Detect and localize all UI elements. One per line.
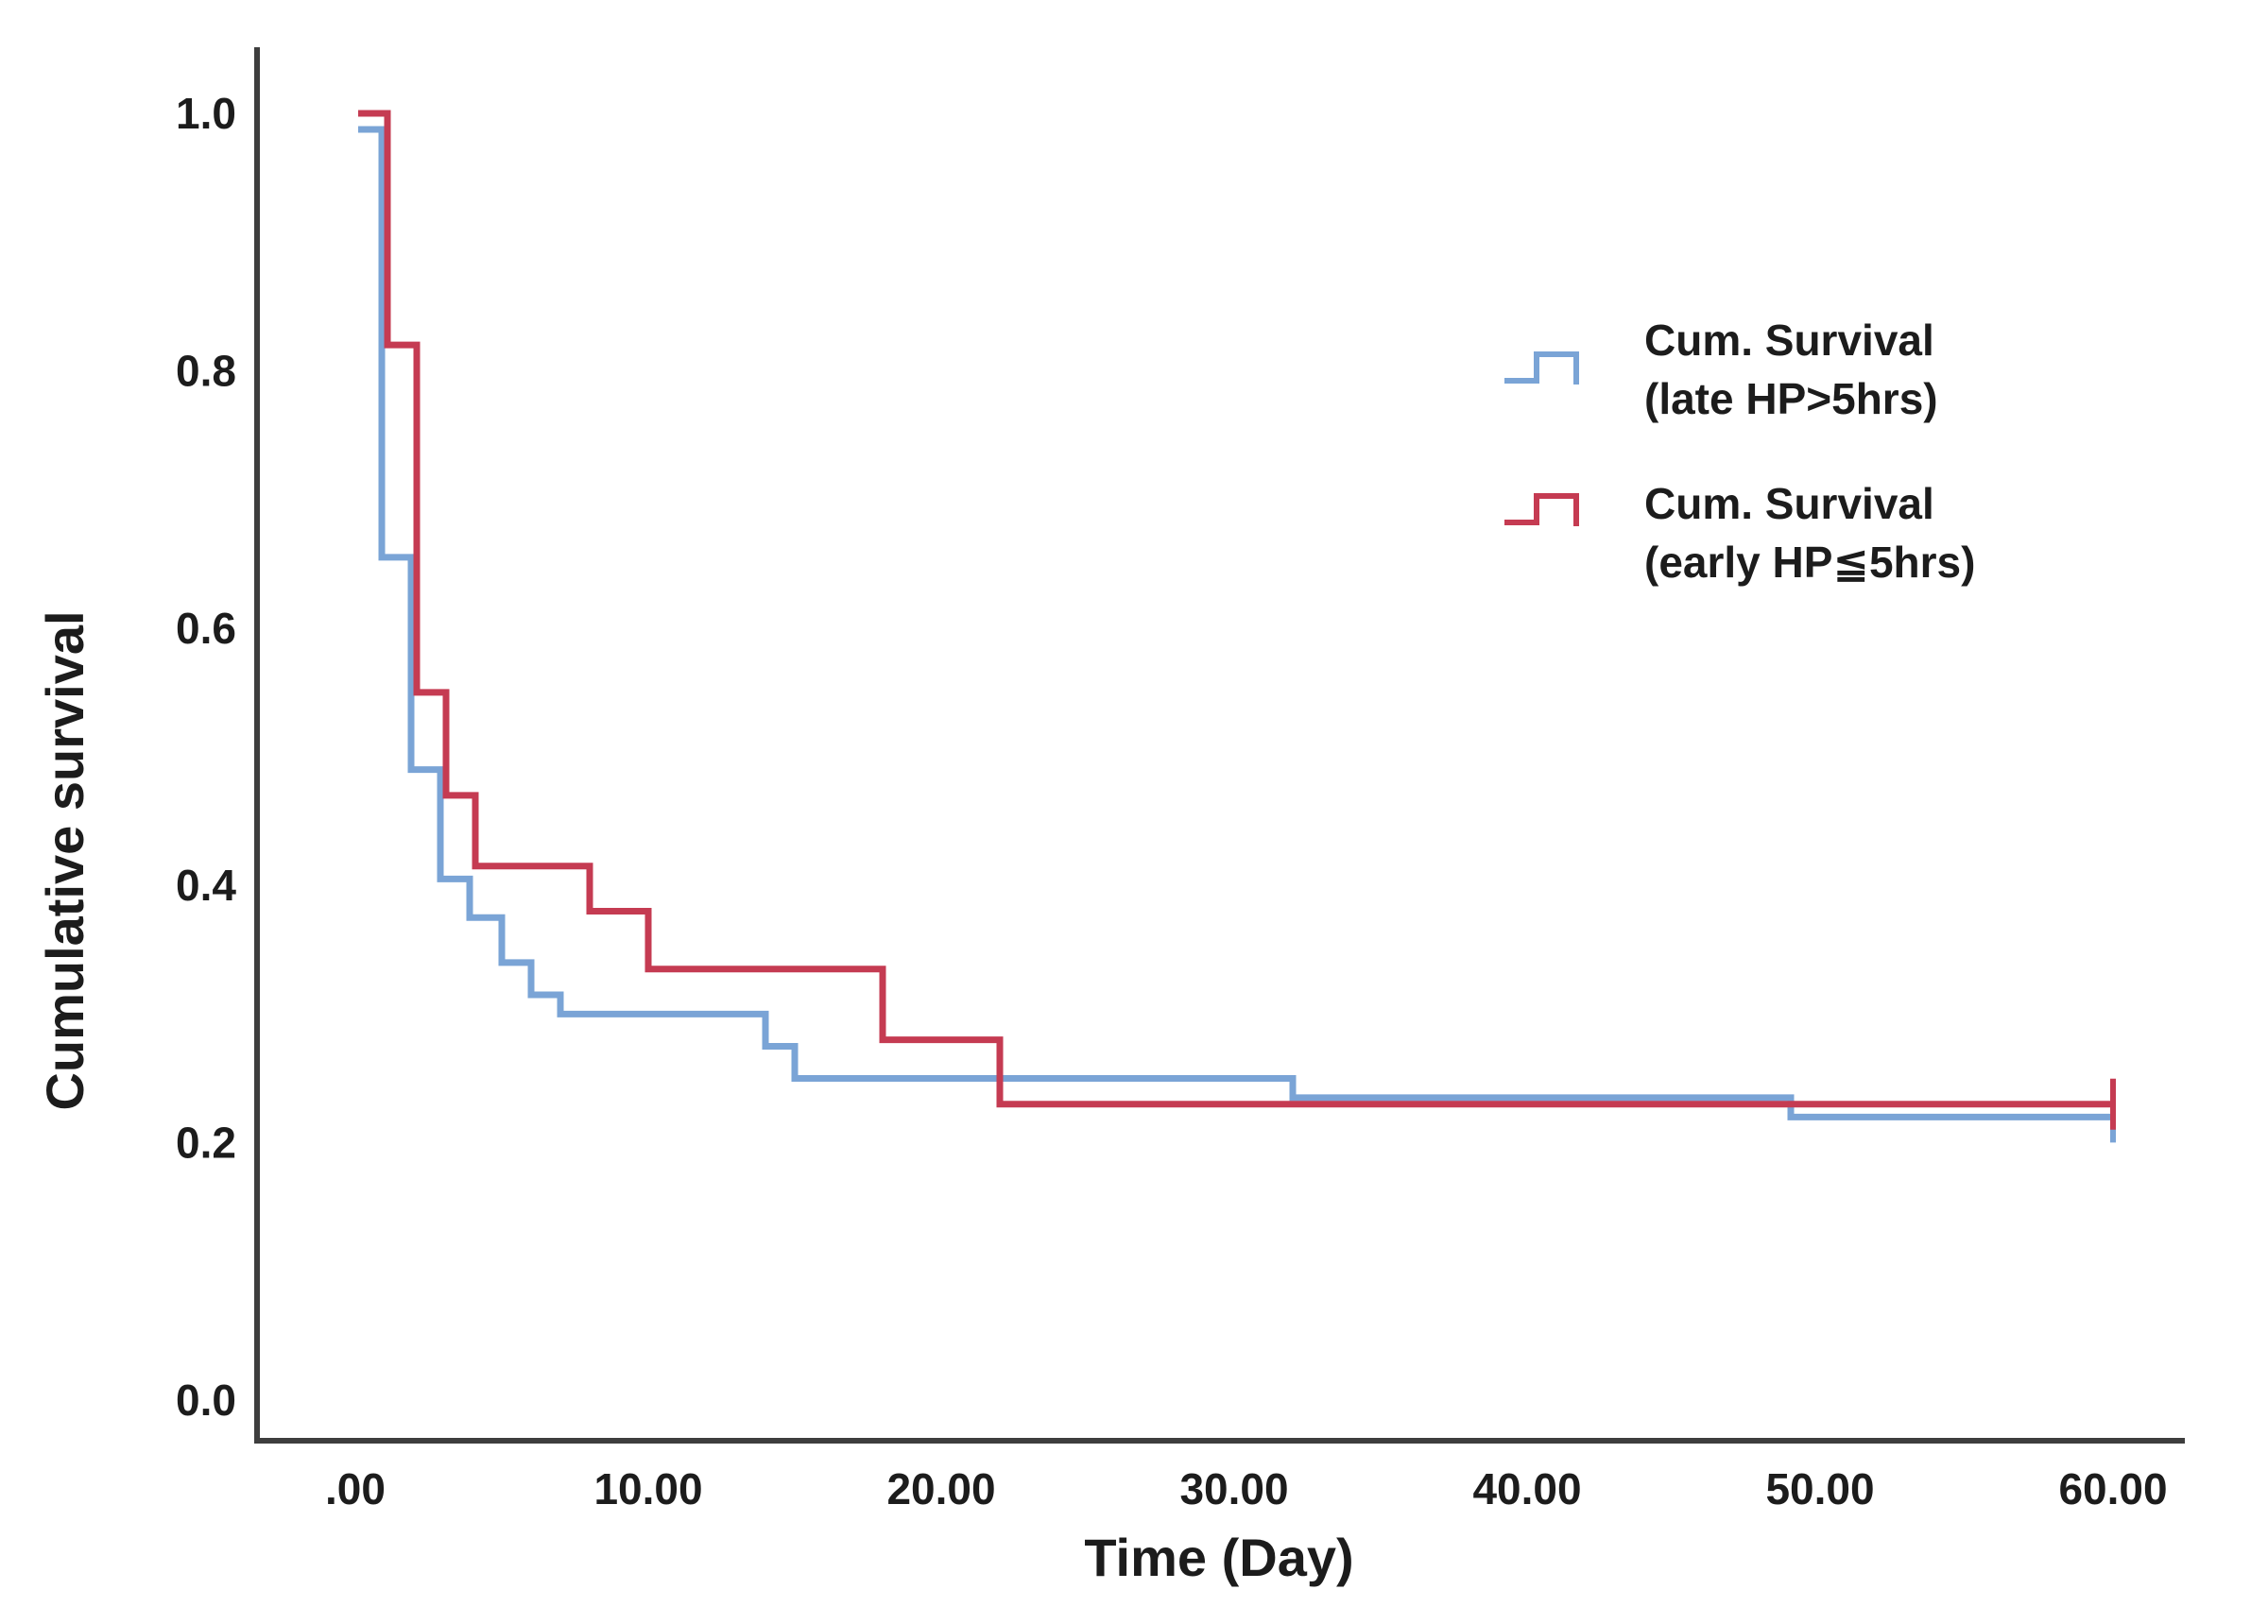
x-axis-title: Time (Day) <box>1084 1528 1353 1587</box>
legend-item-late-hp: Cum. Survival (late HP>5hrs) <box>1504 316 1938 423</box>
y-tick-label: 0.8 <box>176 346 236 395</box>
x-tick-label: 30.00 <box>1179 1464 1288 1513</box>
y-tick-label: 0.4 <box>176 861 236 910</box>
y-tick-label: 1.0 <box>176 89 236 138</box>
x-tick-label: 10.00 <box>593 1464 702 1513</box>
x-tick-label: 50.00 <box>1765 1464 1874 1513</box>
legend-step-glyph <box>1504 493 1579 526</box>
y-axis-title: Cumulative survival <box>35 610 94 1110</box>
axes <box>254 47 2185 1444</box>
legend-label-line: Cum. Survival <box>1644 316 1934 365</box>
legend-label-line: (late HP>5hrs) <box>1644 374 1938 423</box>
legend-step-glyph <box>1504 351 1579 385</box>
survival-curve-late-hp <box>358 126 2113 1120</box>
y-tick-label: 0.0 <box>176 1376 236 1425</box>
y-tick-label: 0.6 <box>176 604 236 653</box>
legend-label-line: Cum. Survival <box>1644 479 1934 528</box>
x-tick-label: 60.00 <box>2058 1464 2167 1513</box>
y-tick-label: 0.2 <box>176 1119 236 1168</box>
x-tick-label: 20.00 <box>886 1464 995 1513</box>
legend-label-line: (early HP≦5hrs) <box>1644 538 1975 587</box>
legend-item-early-hp: Cum. Survival (early HP≦5hrs) <box>1504 479 1975 587</box>
legend: Cum. Survival(late HP>5hrs)Cum. Survival… <box>1504 316 1975 587</box>
x-tick-label: 40.00 <box>1472 1464 1581 1513</box>
x-tick-label: .00 <box>325 1464 386 1513</box>
survival-curve-early-hp <box>358 110 2113 1108</box>
